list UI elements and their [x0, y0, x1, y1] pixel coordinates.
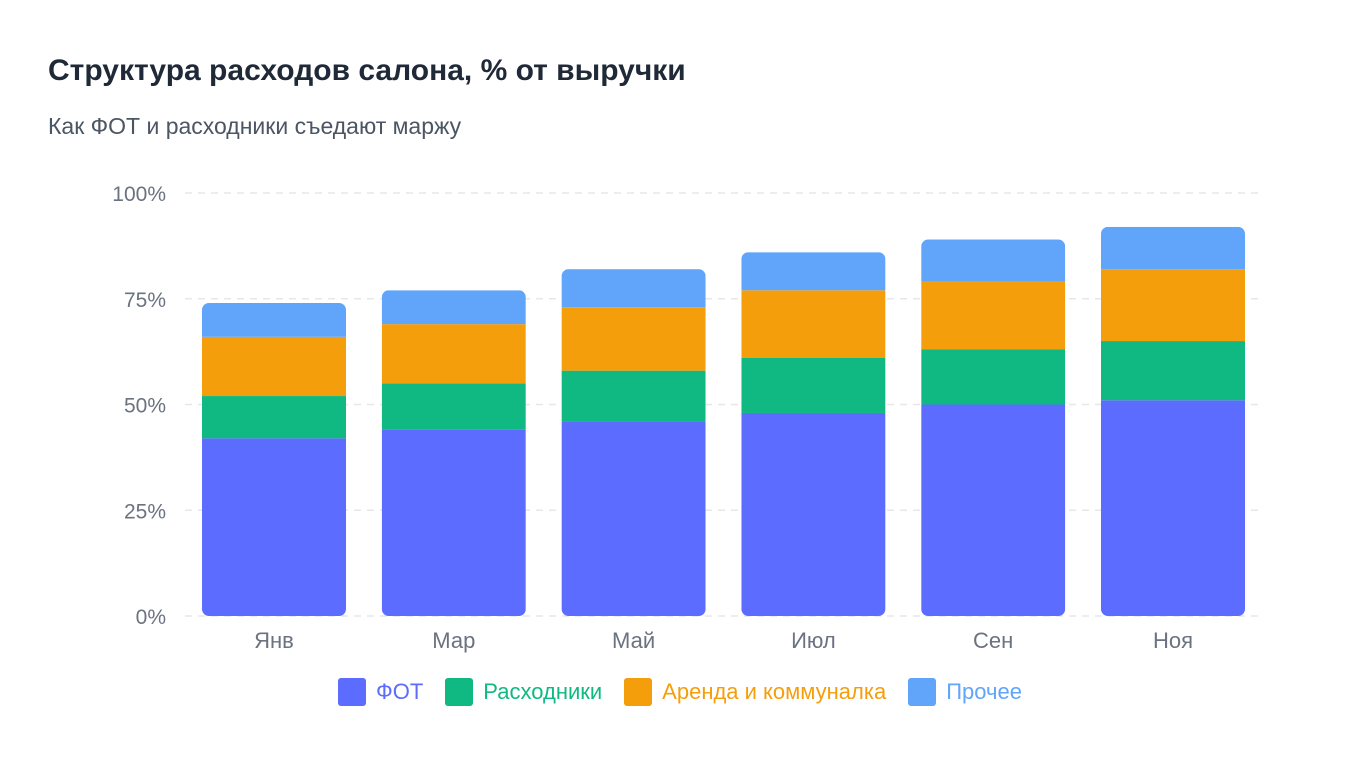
bar-segment — [381, 383, 526, 430]
x-tick-label: Янв — [254, 628, 294, 653]
x-tick-label: Мар — [432, 628, 475, 653]
bar-segment — [1101, 226, 1245, 270]
bar-segment — [202, 302, 346, 337]
bars — [202, 226, 1245, 616]
bar-segment — [921, 404, 1066, 616]
bar-segment — [1101, 269, 1245, 342]
bar-stack — [202, 302, 346, 616]
legend-item: ФОТ — [338, 678, 423, 706]
legend-swatch — [445, 678, 474, 706]
legend-label: Аренда и коммуналка — [662, 679, 887, 704]
legend-label: ФОТ — [376, 679, 424, 704]
bar-segment — [741, 412, 886, 616]
bar-segment — [1101, 400, 1245, 616]
chart-subtitle: Как ФОТ и расходники съедают маржу — [48, 113, 462, 139]
bar-segment — [921, 239, 1066, 282]
legend-swatch — [908, 678, 937, 706]
bar-segment — [381, 429, 526, 616]
x-tick-label: Июл — [791, 628, 836, 653]
bar-segment — [202, 438, 346, 616]
legend-item: Прочее — [908, 678, 1022, 706]
legend-label: Прочее — [946, 679, 1022, 704]
x-tick-label: Ноя — [1153, 628, 1193, 653]
bar-stack — [741, 252, 886, 616]
bar-segment — [561, 269, 706, 308]
bar-segment — [921, 349, 1066, 405]
y-tick-label: 25% — [124, 500, 166, 523]
y-tick-label: 100% — [112, 183, 166, 206]
x-tick-label: Май — [612, 628, 655, 653]
bar-segment — [741, 357, 886, 413]
bar-segment — [381, 290, 526, 325]
bar-stack — [381, 290, 526, 616]
legend-swatch — [624, 678, 653, 706]
bar-stack — [561, 269, 706, 616]
y-axis-ticks: 0% 25% 50% 75% 100% — [112, 183, 166, 629]
bar-segment — [921, 281, 1066, 350]
bar-segment — [202, 396, 346, 439]
y-tick-label: 0% — [136, 606, 166, 629]
legend-item: Аренда и коммуналка — [624, 678, 886, 706]
bar-segment — [381, 324, 526, 384]
bar-segment — [741, 290, 886, 358]
chart-title: Структура расходов салона, % от выручки — [48, 54, 686, 87]
y-tick-label: 50% — [124, 395, 166, 418]
legend-label: Расходники — [483, 679, 603, 704]
y-tick-label: 75% — [124, 289, 166, 312]
bar-segment — [741, 252, 886, 291]
bar-stack — [1101, 226, 1245, 616]
bar-stack — [921, 239, 1066, 616]
x-tick-label: Сен — [973, 628, 1013, 653]
bar-segment — [561, 307, 706, 371]
x-axis-ticks: Янв Мар Май Июл Сен Ноя — [254, 628, 1193, 653]
bar-segment — [561, 370, 706, 422]
bar-segment — [561, 421, 706, 616]
grid-lines — [185, 192, 1258, 617]
bar-segment — [1101, 341, 1245, 401]
legend-item: Расходники — [445, 678, 602, 706]
legend: ФОТ Расходники Аренда и коммуналка Прочее — [0, 678, 1360, 706]
bar-segment — [202, 336, 346, 397]
legend-swatch — [338, 678, 367, 706]
